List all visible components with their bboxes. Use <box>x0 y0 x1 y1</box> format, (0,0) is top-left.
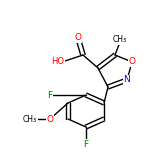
Text: CH₃: CH₃ <box>23 114 37 123</box>
Text: O: O <box>74 33 81 43</box>
Text: F: F <box>83 140 89 149</box>
Text: O: O <box>47 114 54 123</box>
Text: HO: HO <box>51 57 64 67</box>
Text: CH₃: CH₃ <box>113 35 127 44</box>
Text: N: N <box>124 76 130 85</box>
Text: O: O <box>128 57 135 67</box>
Text: F: F <box>47 90 52 100</box>
